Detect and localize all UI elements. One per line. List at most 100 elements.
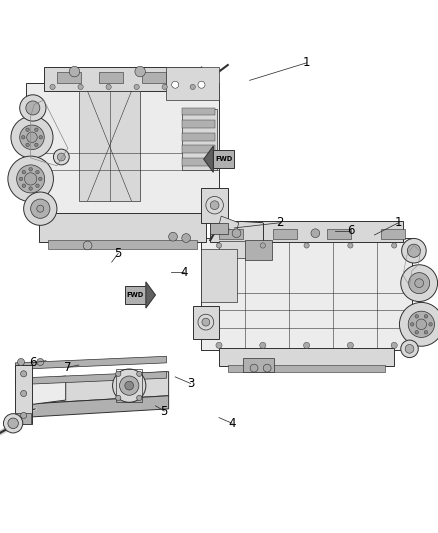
Circle shape [392,243,397,248]
Text: 4: 4 [228,417,236,430]
Bar [245,240,272,260]
Circle shape [21,391,27,397]
Circle shape [29,167,32,171]
Circle shape [113,369,146,402]
Text: 6: 6 [346,224,354,237]
Circle shape [4,414,23,433]
Circle shape [410,322,414,326]
Circle shape [407,244,420,257]
Bar [219,229,243,239]
Circle shape [402,238,426,263]
Circle shape [31,199,50,219]
Bar [201,188,228,223]
Bar [57,71,81,83]
Polygon shape [20,372,169,405]
Bar [201,249,237,302]
Circle shape [210,201,219,209]
Circle shape [429,322,432,326]
Circle shape [29,187,32,190]
Circle shape [391,342,397,349]
Bar [327,229,351,239]
Circle shape [83,241,92,250]
Circle shape [216,342,222,349]
Circle shape [22,184,25,188]
Bar [26,83,219,214]
Circle shape [415,314,419,318]
Circle shape [20,125,44,150]
Circle shape [57,153,65,161]
Polygon shape [15,356,166,369]
Circle shape [35,143,38,147]
Circle shape [8,156,53,201]
Circle shape [206,197,223,214]
Circle shape [263,364,271,372]
Circle shape [135,66,145,77]
Polygon shape [15,413,31,424]
Circle shape [18,359,25,366]
Circle shape [415,330,419,334]
Bar [44,67,201,91]
Circle shape [26,101,40,115]
Circle shape [260,243,265,248]
Polygon shape [125,286,146,304]
Circle shape [169,232,177,241]
Circle shape [134,84,139,90]
Text: 7: 7 [64,361,72,374]
Circle shape [399,302,438,346]
Circle shape [27,132,37,142]
Bar [141,71,166,83]
Circle shape [172,81,179,88]
Text: 1: 1 [395,216,403,229]
Circle shape [405,344,414,353]
Circle shape [260,342,266,349]
Bar [182,133,215,141]
Bar [182,146,215,153]
Circle shape [311,229,320,238]
Bar [79,91,140,201]
Bar [243,359,274,373]
Circle shape [21,413,27,418]
Circle shape [137,371,142,376]
Circle shape [24,192,57,225]
Circle shape [26,143,29,147]
Circle shape [125,381,134,390]
Circle shape [424,314,427,318]
Bar [210,221,403,243]
Bar [166,67,219,100]
Polygon shape [15,372,166,385]
Circle shape [17,165,45,193]
Bar [201,238,412,350]
Circle shape [20,95,46,121]
Circle shape [37,205,44,212]
Polygon shape [204,146,213,172]
Circle shape [409,273,430,294]
Polygon shape [32,376,66,405]
Text: 5: 5 [161,405,168,417]
Bar [99,71,124,83]
Bar [182,108,215,115]
Text: 6: 6 [29,357,37,369]
Bar [39,213,206,243]
Circle shape [415,279,424,287]
Circle shape [21,135,25,139]
Circle shape [304,243,309,248]
Circle shape [36,184,39,188]
Circle shape [36,171,39,174]
Text: 4: 4 [180,265,188,279]
Circle shape [26,128,29,132]
Circle shape [190,84,195,90]
Polygon shape [146,282,155,308]
Bar [228,365,385,372]
Bar [182,120,215,128]
Text: 2: 2 [276,216,284,229]
Polygon shape [15,365,32,424]
Bar [193,306,219,339]
Circle shape [401,340,418,358]
Circle shape [250,364,258,372]
Circle shape [37,359,44,366]
Circle shape [162,84,167,90]
Bar [381,229,405,239]
Circle shape [39,177,42,181]
Polygon shape [213,150,234,168]
Text: FWD: FWD [215,156,233,162]
